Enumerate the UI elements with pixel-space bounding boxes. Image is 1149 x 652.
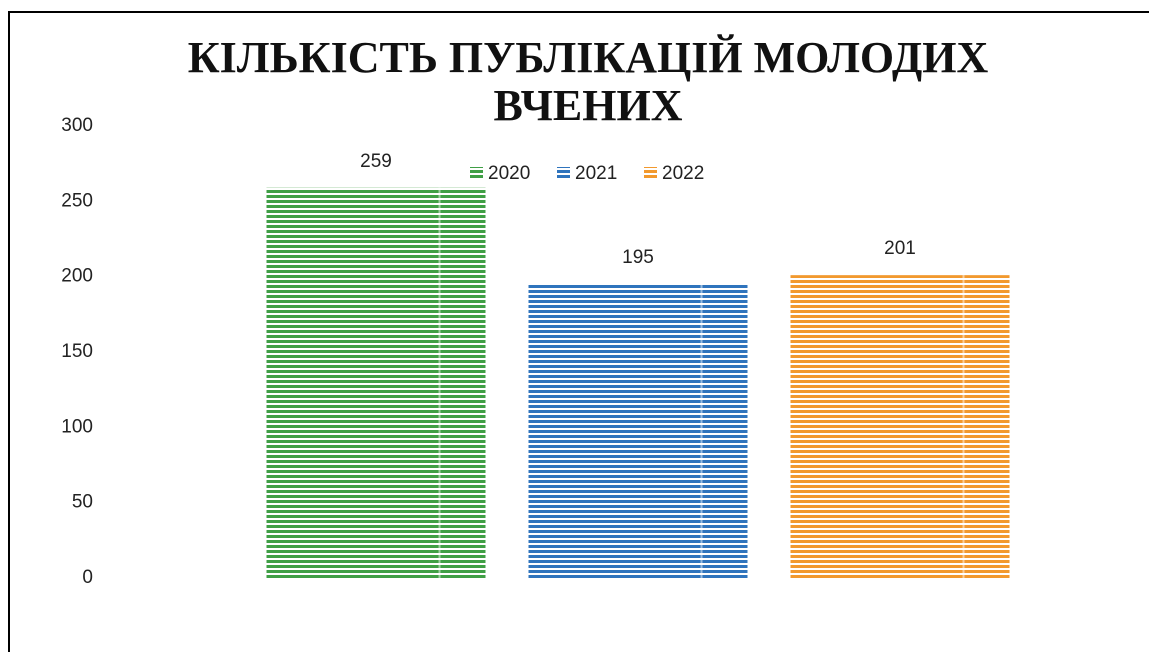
legend-label: 2020 [488, 163, 530, 184]
data-label: 201 [884, 238, 916, 259]
y-tick-label: 200 [61, 266, 93, 287]
y-tick-label: 0 [82, 567, 93, 588]
legend-label: 2021 [575, 163, 617, 184]
bar [266, 187, 486, 579]
chart-title: КІЛЬКІСТЬ ПУБЛІКАЦІЙ МОЛОДИХ [188, 33, 989, 82]
y-tick-label: 300 [61, 115, 93, 136]
frame [8, 11, 1149, 652]
y-tick-label: 250 [61, 190, 93, 211]
legend-swatch [557, 167, 570, 180]
bar [790, 275, 1010, 578]
y-tick-label: 50 [72, 492, 93, 513]
bar [528, 284, 748, 578]
y-tick-label: 150 [61, 341, 93, 362]
chart-title: ВЧЕНИХ [493, 81, 682, 130]
legend-label: 2022 [662, 163, 704, 184]
data-label: 195 [622, 247, 654, 268]
legend-swatch [644, 167, 657, 180]
y-tick-label: 100 [61, 416, 93, 437]
data-label: 259 [360, 151, 392, 172]
legend-swatch [470, 167, 483, 180]
